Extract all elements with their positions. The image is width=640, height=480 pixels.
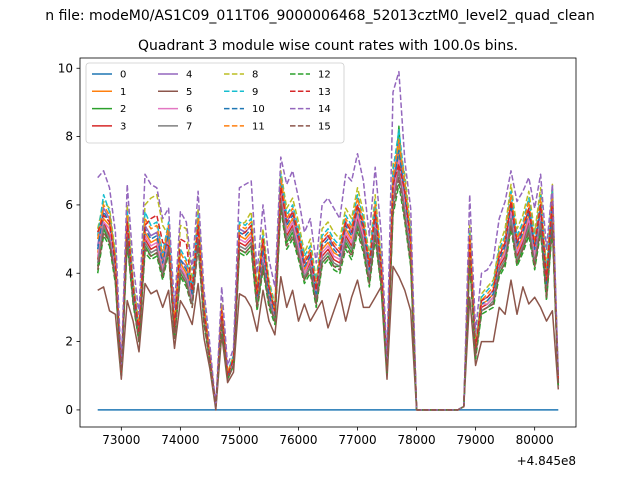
axes: 73000 74000 75000 76000 77000 78000 79000 80000… [58,57,577,447]
plot-frame [79,57,577,428]
legend-label-13: 13 [318,87,331,98]
figure-suptitle: n file: modeM0/AS1C09_011T06_9000006468_… [45,8,594,24]
x-tick-label: 73000 [102,433,140,447]
x-tick-label: 80000 [516,433,554,447]
x-offset-label: +4.845e8 [517,454,576,468]
legend-label-3: 3 [120,121,126,132]
legend-label-0: 0 [120,70,126,81]
x-tick-label: 75000 [220,433,258,447]
legend-label-1: 1 [120,87,126,98]
legend-label-10: 10 [252,104,265,115]
legend-label-5: 5 [186,87,192,98]
legend-label-9: 9 [252,87,258,98]
y-tick-label: 4 [65,266,73,280]
plot-area [96,70,560,411]
y-tick-label: 2 [65,335,73,349]
legend-label-4: 4 [186,70,192,81]
x-tick-label: 74000 [161,433,199,447]
y-tick-label: 0 [65,403,73,417]
y-tick-label: 6 [65,198,73,212]
series-line-14 [97,70,560,411]
legend-label-8: 8 [252,70,258,81]
legend-label-14: 14 [318,104,331,115]
legend-label-6: 6 [186,104,192,115]
y-tick-label: 8 [65,130,73,144]
series-line-11 [96,139,560,411]
x-tick-label: 79000 [457,433,495,447]
legend-label-15: 15 [318,121,331,132]
legend-label-7: 7 [186,121,192,132]
series-line-9 [96,129,560,411]
series-line-15 [96,176,560,411]
legend-label-11: 11 [252,121,265,132]
legend-box [85,62,345,144]
series-line-5 [97,265,560,411]
x-tick-label: 77000 [338,433,376,447]
legend-label-12: 12 [318,70,331,81]
x-tick-label: 78000 [397,433,435,447]
series-line-13 [96,163,560,411]
legend-label-2: 2 [120,104,126,115]
y-tick-label: 10 [58,61,73,75]
x-tick-label: 76000 [279,433,317,447]
chart-title: Quadrant 3 module wise count rates with … [138,38,518,54]
